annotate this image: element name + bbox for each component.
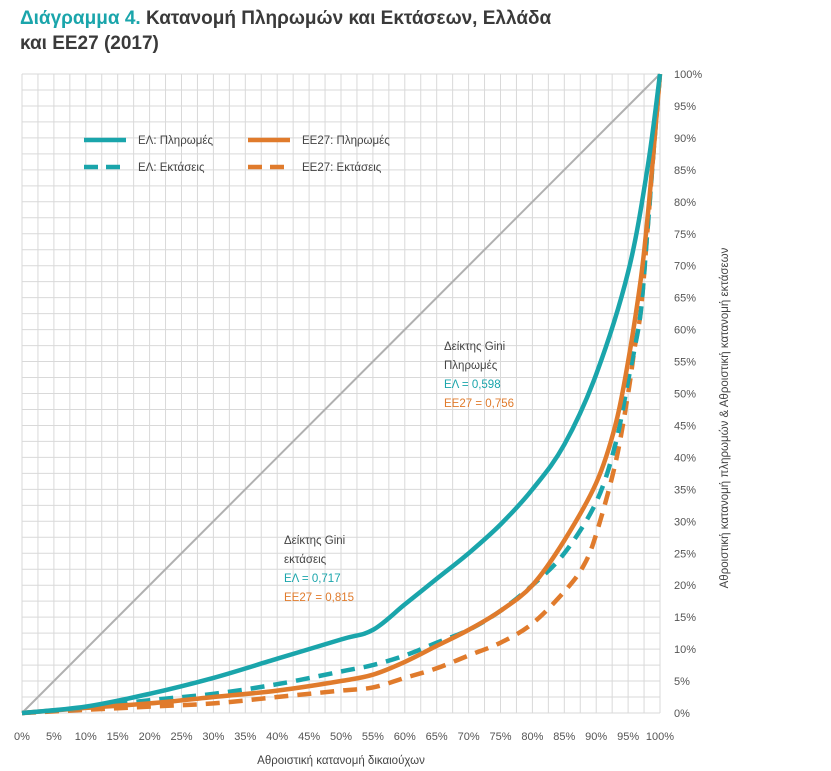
- chart-title-line1: Κατανομή Πληρωμών και Εκτάσεων, Ελλάδα: [145, 8, 552, 29]
- x-tick-label: 60%: [394, 731, 416, 743]
- x-tick-label: 50%: [330, 731, 352, 743]
- x-tick-label: 5%: [46, 731, 62, 743]
- x-tick-label: 100%: [646, 731, 674, 743]
- y-tick-label: 0%: [674, 708, 690, 720]
- y-axis-label: Αθροιστική κατανομή πληρωμών & Αθροιστικ…: [719, 247, 731, 588]
- gini-payments-annotation-subtitle: Πληρωμές: [444, 360, 498, 372]
- x-tick-label: 45%: [298, 731, 320, 743]
- legend-el-areas-label: ΕΛ: Εκτάσεις: [138, 162, 205, 174]
- x-tick-label: 25%: [170, 731, 192, 743]
- x-tick-label: 10%: [75, 731, 97, 743]
- x-tick-label: 65%: [426, 731, 448, 743]
- x-tick-label: 70%: [458, 731, 480, 743]
- x-tick-label: 15%: [107, 731, 129, 743]
- x-tick-label: 55%: [362, 731, 384, 743]
- legend-eu27-areas-label: ΕΕ27: Εκτάσεις: [302, 162, 382, 174]
- y-tick-label: 60%: [674, 325, 696, 337]
- y-tick-label: 65%: [674, 293, 696, 305]
- x-tick-label: 30%: [202, 731, 224, 743]
- x-tick-label: 40%: [266, 731, 288, 743]
- y-tick-label: 25%: [674, 548, 696, 560]
- x-tick-label: 80%: [521, 731, 543, 743]
- eu27-payments-line: [21, 73, 663, 716]
- y-tick-label: 30%: [674, 516, 696, 528]
- gini-areas-annotation-el-value: ΕΛ = 0,717: [284, 573, 341, 585]
- y-tick-label: 90%: [674, 133, 696, 145]
- gini-areas-annotation-title: Δείκτης Gini: [284, 535, 345, 547]
- gini-areas-annotation-subtitle: εκτάσεις: [284, 554, 327, 566]
- x-axis-label: Αθροιστική κατανομή δικαιούχων: [257, 755, 425, 767]
- y-tick-label: 45%: [674, 420, 696, 432]
- y-tick-label: 100%: [674, 69, 702, 81]
- y-tick-label: 85%: [674, 165, 696, 177]
- gini-areas-annotation-eu27-value: ΕΕ27 = 0,815: [284, 592, 354, 604]
- chart-title: Διάγραμμα 4. Κατανομή Πληρωμών και Εκτάσ…: [20, 6, 551, 56]
- y-tick-label: 80%: [674, 197, 696, 209]
- y-tick-label: 5%: [674, 676, 690, 688]
- y-tick-label: 50%: [674, 389, 696, 401]
- x-tick-label: 75%: [489, 731, 511, 743]
- x-tick-label: 95%: [617, 731, 639, 743]
- y-tick-label: 75%: [674, 229, 696, 241]
- y-tick-label: 20%: [674, 580, 696, 592]
- x-tick-label: 85%: [553, 731, 575, 743]
- gini-payments-annotation-el-value: ΕΛ = 0,598: [444, 379, 501, 391]
- y-tick-label: 35%: [674, 484, 696, 496]
- x-tick-label: 35%: [234, 731, 256, 743]
- chart-title-lead: Διάγραμμα 4.: [20, 8, 141, 29]
- gini-payments-annotation-eu27-value: ΕΕ27 = 0,756: [444, 398, 514, 410]
- el-payments-line: [21, 73, 663, 716]
- y-tick-label: 15%: [674, 612, 696, 624]
- legend-eu27-payments-label: ΕΕ27: Πληρωμές: [302, 135, 390, 147]
- y-tick-label: 70%: [674, 261, 696, 273]
- y-tick-label: 95%: [674, 101, 696, 113]
- y-tick-label: 55%: [674, 357, 696, 369]
- gini-payments-annotation-title: Δείκτης Gini: [444, 341, 505, 353]
- y-tick-label: 40%: [674, 452, 696, 464]
- y-tick-label: 10%: [674, 644, 696, 656]
- equality-line: [21, 73, 661, 714]
- x-tick-label: 0%: [14, 731, 30, 743]
- x-tick-label: 90%: [585, 731, 607, 743]
- legend-el-payments-label: ΕΛ: Πληρωμές: [138, 135, 213, 147]
- chart-title-line2: και ΕΕ27 (2017): [20, 33, 159, 54]
- x-tick-label: 20%: [139, 731, 161, 743]
